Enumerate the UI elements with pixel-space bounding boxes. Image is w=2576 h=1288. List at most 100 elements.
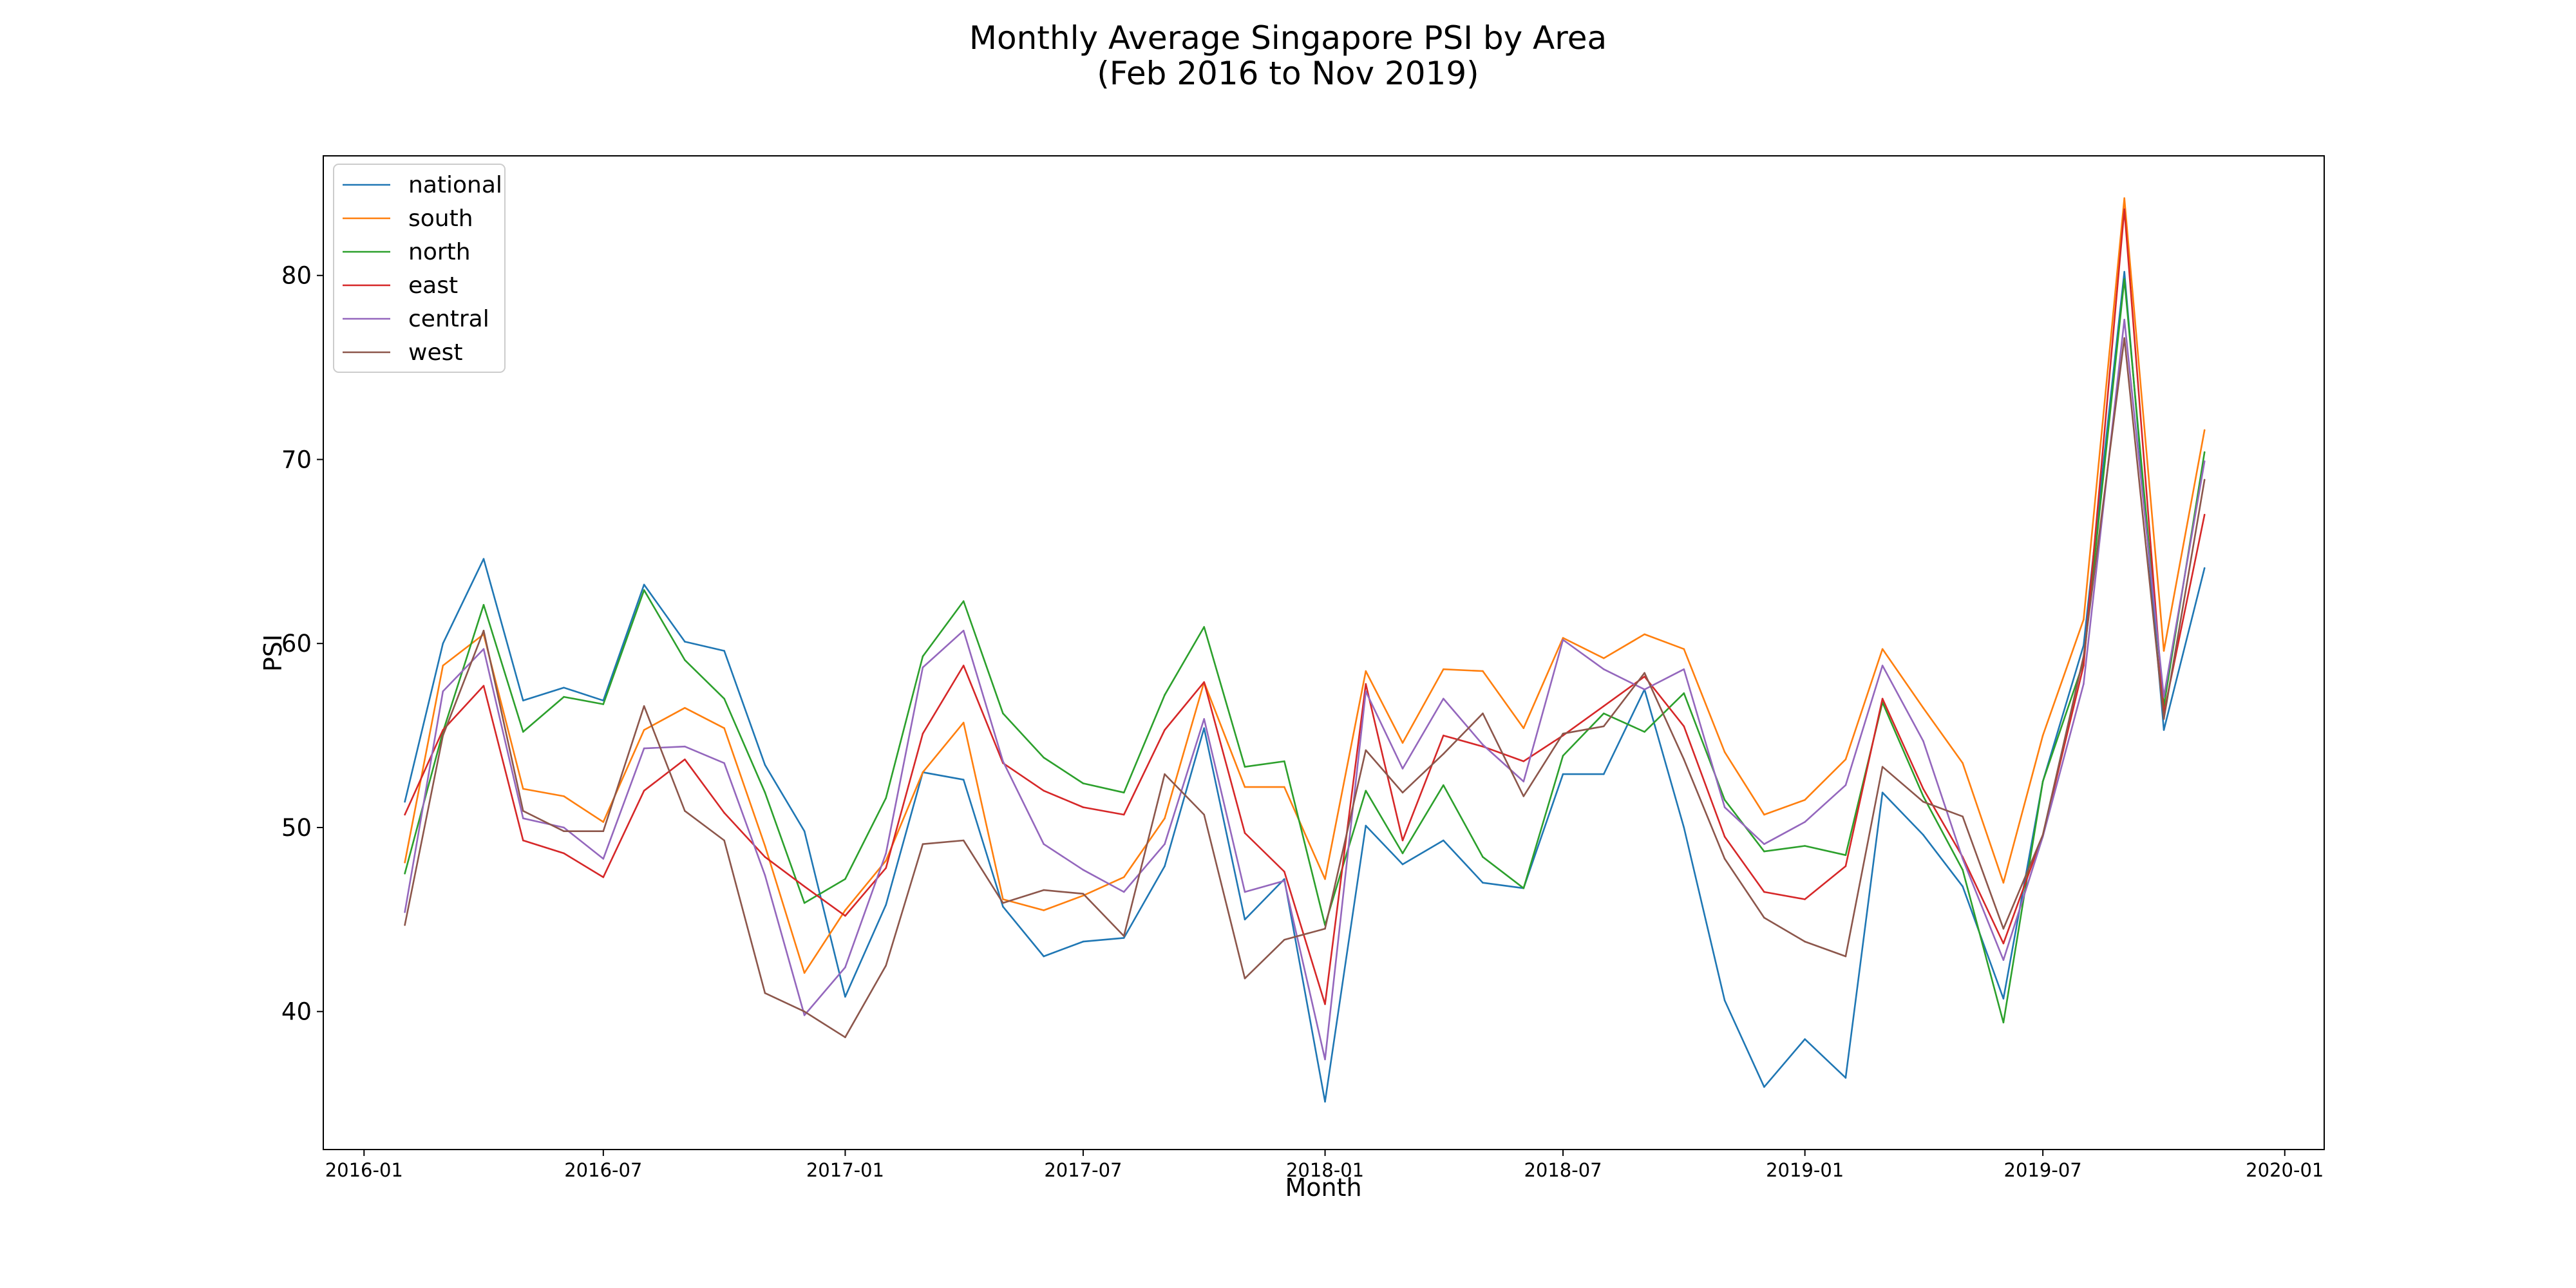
data-point-west xyxy=(803,1010,806,1012)
data-point-east xyxy=(764,856,766,858)
data-point-north xyxy=(962,600,965,602)
data-point-central xyxy=(643,747,645,750)
y-tick-label: 80 xyxy=(281,262,312,290)
data-point-national xyxy=(844,996,846,998)
data-point-south xyxy=(2002,882,2005,884)
y-tick-label: 50 xyxy=(281,814,312,842)
data-point-national xyxy=(2203,567,2206,569)
data-point-north xyxy=(1244,766,1246,768)
data-point-west xyxy=(922,843,924,845)
data-point-central xyxy=(2002,959,2005,961)
data-point-north xyxy=(844,878,846,880)
data-point-west xyxy=(404,924,406,926)
data-point-east xyxy=(1401,839,1404,842)
data-point-west xyxy=(2041,834,2044,836)
data-point-national xyxy=(684,641,686,643)
data-point-national xyxy=(643,583,645,586)
plot-area xyxy=(323,155,2325,1150)
data-point-south xyxy=(922,771,924,773)
data-point-west xyxy=(962,839,965,842)
data-point-south xyxy=(404,861,406,864)
data-point-north xyxy=(563,696,565,698)
data-point-north xyxy=(1763,850,1765,853)
chart-subtitle: (Feb 2016 to Nov 2019) xyxy=(1097,55,1479,92)
data-point-north xyxy=(2203,451,2206,453)
data-point-national xyxy=(2123,270,2125,273)
x-axis-label: Month xyxy=(1285,1173,1361,1202)
data-point-east xyxy=(723,811,725,814)
data-point-north xyxy=(885,797,887,799)
data-point-south xyxy=(643,729,645,731)
data-point-east xyxy=(885,867,887,869)
data-point-national xyxy=(1082,940,1084,943)
data-point-north xyxy=(522,731,524,733)
data-point-south xyxy=(1283,786,1285,788)
data-point-west xyxy=(1283,939,1285,941)
data-point-south xyxy=(1043,909,1045,911)
data-point-west xyxy=(442,734,444,737)
data-point-east xyxy=(684,758,686,761)
data-point-west xyxy=(1881,766,1884,768)
data-point-east xyxy=(602,876,605,878)
data-point-south xyxy=(602,821,605,823)
data-point-national xyxy=(1763,1086,1765,1088)
data-point-central xyxy=(1723,806,1726,808)
data-point-north xyxy=(1562,755,1564,757)
data-point-east xyxy=(1603,705,1605,707)
data-point-east xyxy=(1203,681,1205,683)
data-point-east xyxy=(1443,734,1444,737)
data-point-east xyxy=(1881,697,1884,700)
data-point-east xyxy=(1122,813,1125,816)
data-point-north xyxy=(1522,887,1525,889)
data-point-central xyxy=(1043,843,1045,845)
data-point-national xyxy=(2083,644,2085,647)
data-point-north xyxy=(1164,694,1166,696)
data-point-south xyxy=(1603,657,1605,659)
data-point-east xyxy=(1324,1003,1326,1005)
data-point-national xyxy=(1365,824,1367,827)
data-point-east xyxy=(803,886,806,887)
data-point-east xyxy=(482,685,485,687)
data-point-west xyxy=(1603,725,1605,728)
data-point-south xyxy=(684,706,686,709)
data-point-east xyxy=(1164,729,1166,731)
data-point-west xyxy=(1401,791,1404,793)
data-point-east xyxy=(1043,790,1045,792)
data-point-west xyxy=(1365,749,1367,752)
data-point-south xyxy=(1723,751,1726,753)
data-point-north xyxy=(1723,799,1726,801)
data-point-central xyxy=(1683,668,1685,670)
data-point-west xyxy=(723,839,725,842)
data-point-central xyxy=(2163,696,2165,698)
legend-box xyxy=(333,164,506,373)
data-point-central xyxy=(1804,821,1806,823)
data-point-east xyxy=(1244,832,1246,834)
data-point-north xyxy=(1043,757,1045,759)
data-point-west xyxy=(1043,889,1045,891)
data-point-south xyxy=(1562,637,1564,639)
data-point-west xyxy=(1922,800,1924,803)
data-point-east xyxy=(1804,898,1806,900)
data-point-south xyxy=(1804,799,1806,801)
data-point-national xyxy=(803,830,806,832)
data-point-south xyxy=(1164,817,1166,819)
data-point-central xyxy=(885,852,887,855)
data-point-west xyxy=(1962,815,1964,818)
data-point-north xyxy=(803,902,806,904)
series-points-west xyxy=(404,337,2206,1038)
data-point-south xyxy=(1443,668,1444,670)
series-line-north xyxy=(404,278,2206,1024)
data-point-national xyxy=(1401,863,1404,866)
series-line-east xyxy=(404,208,2206,1005)
data-point-national xyxy=(522,699,524,702)
data-point-central xyxy=(1881,665,1884,667)
data-point-south xyxy=(563,795,565,797)
data-point-west xyxy=(885,965,887,967)
data-point-west xyxy=(2203,478,2206,481)
legend-label-east: east xyxy=(408,272,458,299)
data-point-national xyxy=(404,800,406,803)
data-point-west xyxy=(764,992,766,994)
data-point-south xyxy=(2163,650,2165,652)
data-point-east xyxy=(1844,865,1847,867)
